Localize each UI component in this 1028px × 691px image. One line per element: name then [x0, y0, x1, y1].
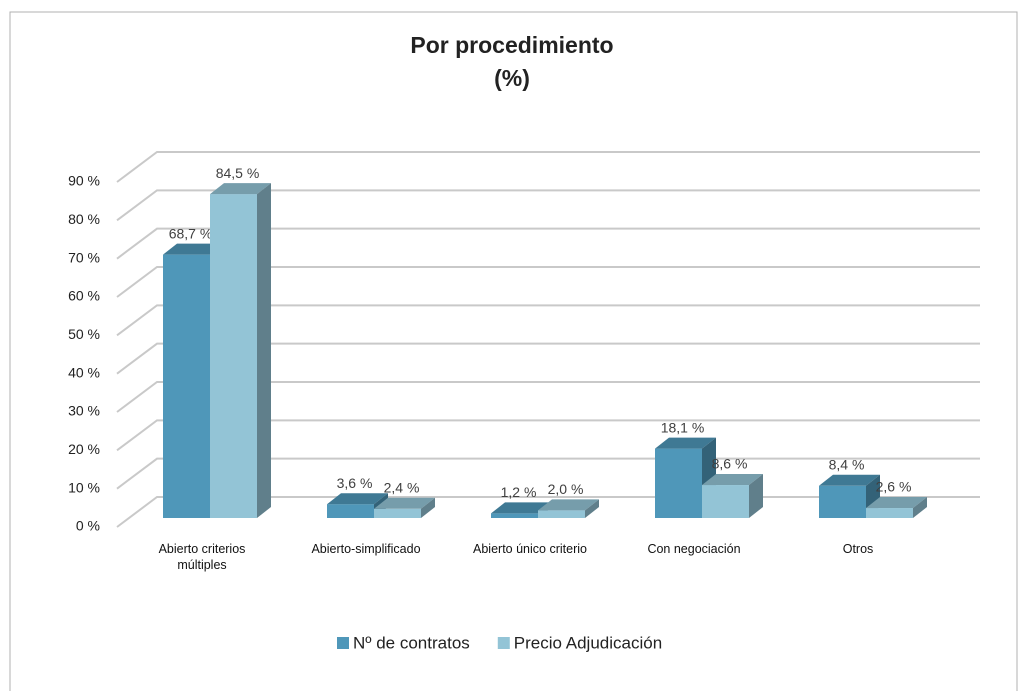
y-tick-label: 10 % [68, 479, 100, 495]
chart-title: Por procedimiento [410, 32, 613, 58]
bar-side [749, 474, 763, 518]
x-tick-label-box: Abierto-simplificado [311, 542, 421, 556]
chart-subtitle: (%) [494, 65, 530, 91]
x-tick-label-box: Con negociación [647, 542, 741, 556]
x-tick-label: Abierto criterios múltiples [158, 542, 246, 572]
x-tick-label-box: Abierto criterios múltiples [158, 542, 246, 572]
bar-side [913, 497, 927, 518]
bar-top [327, 493, 388, 505]
x-tick-label-box: Abierto único criterio [473, 542, 587, 556]
x-tick-label: Abierto único criterio [473, 542, 587, 556]
grid-line [116, 189, 980, 222]
bar-top [866, 497, 927, 509]
bar-front [819, 485, 866, 518]
grid-line [116, 304, 980, 337]
value-label: 68,7 % [169, 225, 213, 241]
bar-side [585, 499, 599, 518]
grid-line [116, 419, 980, 452]
value-label: 2,6 % [876, 479, 912, 495]
x-tick-label-box: Otros [842, 542, 874, 556]
bar-front [327, 504, 374, 518]
y-tick-label: 40 % [68, 364, 100, 380]
x-tick-label: Otros [842, 542, 874, 556]
x-tick-label: Con negociación [647, 542, 741, 556]
bar-side [421, 497, 435, 518]
y-tick-label: 80 % [68, 211, 100, 227]
bar-front [491, 513, 538, 518]
bar-top [374, 497, 435, 509]
value-label: 18,1 % [661, 419, 705, 435]
value-label: 84,5 % [216, 165, 260, 181]
bar [702, 474, 763, 518]
chart-frame [9, 11, 1018, 691]
bar-front [866, 508, 913, 518]
bar-front [702, 485, 749, 518]
bar-top [655, 437, 716, 449]
legend-swatch [337, 637, 349, 649]
legend-swatch [497, 637, 510, 649]
grid-line [116, 227, 980, 260]
value-label: 2,0 % [548, 481, 584, 497]
bar-top [819, 474, 880, 486]
grid-line [116, 381, 980, 413]
grid-line [116, 266, 980, 298]
bar-front [210, 194, 257, 519]
bar-front [655, 448, 702, 518]
y-tick-label: 20 % [68, 441, 100, 457]
bar [374, 497, 435, 518]
y-tick-label: 0 % [76, 518, 100, 534]
x-tick-label: Abierto-simplificado [311, 542, 421, 556]
grid-line [116, 342, 980, 375]
y-tick-label: 50 % [68, 326, 100, 342]
bar-front [374, 508, 421, 518]
bar-top [491, 502, 552, 514]
bar-front [538, 510, 585, 518]
value-label: 3,6 % [337, 475, 373, 491]
bar-side [257, 183, 271, 519]
bar-top [702, 474, 763, 486]
legend-label: Nº de contratos [353, 633, 470, 652]
bar-front [163, 254, 210, 518]
bar [538, 499, 599, 518]
value-label: 1,2 % [501, 484, 537, 500]
y-tick-label: 90 % [68, 173, 100, 189]
grid-line [116, 151, 980, 183]
bar-top [163, 243, 224, 255]
bar-top [538, 499, 599, 511]
bar [866, 497, 927, 518]
value-label: 8,6 % [712, 456, 748, 472]
value-label: 8,4 % [829, 457, 865, 473]
bar-top [210, 183, 271, 195]
legend-label: Precio Adjudicación [514, 633, 662, 652]
bar [210, 183, 271, 519]
y-tick-label: 70 % [68, 249, 100, 265]
y-tick-label: 60 % [68, 288, 100, 304]
y-tick-label: 30 % [68, 403, 100, 419]
value-label: 2,4 % [384, 480, 420, 496]
